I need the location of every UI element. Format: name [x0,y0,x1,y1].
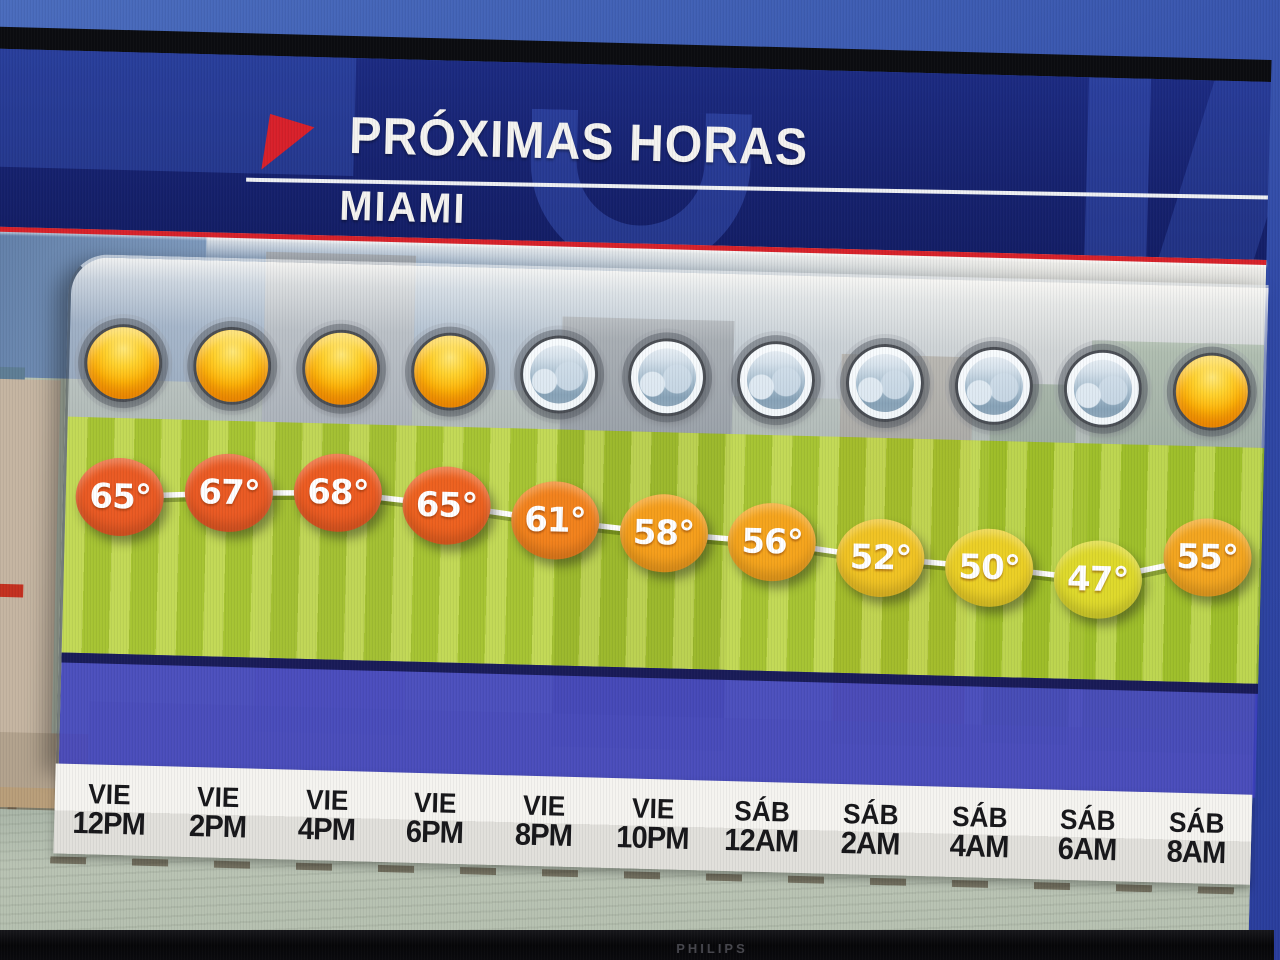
forecast-column: VIE 8PM [488,775,599,868]
screen-content: PRÓXIMAS HORAS MIAMI 65° 67° 68° 65° 61° 58° 5… [0,26,1272,960]
forecast-column [1156,285,1269,448]
label-hour: 8PM [514,816,573,853]
header-banner: PRÓXIMAS HORAS MIAMI [0,47,1271,260]
forecast-column [394,265,507,428]
forecast-time-label: SÁB 4AM [949,787,1010,879]
tv-brand-label: PHILIPS [676,941,748,956]
forecast-time-label: VIE 12PM [72,764,147,856]
forecast-column [177,260,290,423]
icons-row [68,257,1269,448]
header-ghost-letter [0,47,357,177]
forecast-column [503,268,616,431]
label-hour: 6PM [405,813,464,850]
label-hour: 2PM [188,807,247,845]
forecast-column: SÁB 4AM [924,786,1035,879]
forecast-time-label: VIE 4PM [297,770,356,861]
label-hour: 6AM [1057,830,1118,867]
forecast-column: SÁB 8AM [1141,792,1252,885]
forecast-column: VIE 10PM [597,778,708,871]
label-hour: 8AM [1166,833,1227,870]
weather-icon-sunny [192,325,273,406]
forecast-column: VIE 2PM [162,766,273,859]
label-hour: 10PM [615,818,690,856]
weather-icon-sunny [83,323,164,404]
forecast-column: SÁB 6AM [1032,789,1143,882]
weather-icon-sunny [301,328,382,409]
building [0,378,61,761]
forecast-column [285,262,398,425]
forecast-column [612,271,725,434]
forecast-time-label: SÁB 8AM [1166,793,1227,885]
weather-icon-sunny [1171,351,1252,432]
weather-icon-cloudy [627,337,708,418]
location-title: MIAMI [338,181,467,232]
program-title: PRÓXIMAS HORAS [348,106,809,177]
forecast-column [1047,282,1160,445]
forecast-time-label: VIE 10PM [615,778,690,870]
header-ghost-letter [1158,80,1271,260]
label-hour: 4AM [948,827,1009,864]
weather-icon-sunny [409,331,490,412]
forecast-column: VIE 6PM [380,772,491,865]
header-ghost-letter [1084,77,1152,257]
forecast-column: VIE 4PM [271,769,382,862]
forecast-column: SÁB 12AM [706,781,817,874]
temp-band: 65° 67° 68° 65° 61° 58° 56° 52° 50° 47° 55° [61,416,1265,684]
forecast-time-label: VIE 8PM [514,776,573,867]
broadcast-frame: PRÓXIMAS HORAS MIAMI 65° 67° 68° 65° 61° 58° 5… [0,47,1271,960]
building-sign [0,583,24,598]
forecast-time-label: SÁB 12AM [723,781,799,873]
weather-icon-cloudy [736,340,817,421]
forecast-time-label: SÁB 2AM [840,784,901,876]
forecast-panel: 65° 67° 68° 65° 61° 58° 56° 52° 50° 47° 55° [55,253,1269,798]
weather-icon-cloudy [1062,348,1143,429]
weather-icon-cloudy [845,343,926,424]
forecast-time-label: VIE 2PM [188,767,247,858]
forecast-time-label: SÁB 6AM [1057,790,1118,882]
forecast-column [829,277,942,440]
forecast-column: SÁB 2AM [815,783,926,876]
forecast-column [938,279,1051,442]
forecast-column [68,257,181,420]
label-hour: 4PM [297,810,356,847]
label-hour: 12PM [71,804,146,842]
label-hour: 12AM [723,821,799,859]
forecast-column: VIE 12PM [53,763,164,856]
tv-bezel: PHILIPS [0,930,1274,960]
forecast-time-label: VIE 6PM [406,773,465,864]
label-hour: 2AM [840,824,900,862]
forecast-column [720,274,833,437]
weather-icon-cloudy [953,345,1034,426]
icon-band [67,256,1269,448]
weather-icon-cloudy [518,334,599,415]
